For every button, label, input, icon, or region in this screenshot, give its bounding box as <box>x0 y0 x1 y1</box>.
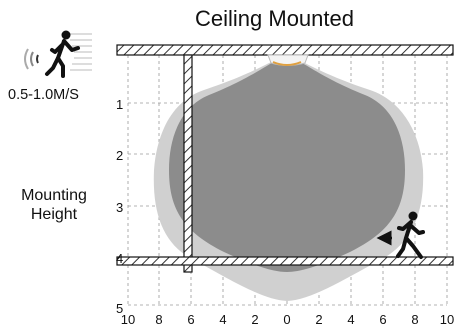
x-tick-7: 2 <box>315 312 322 327</box>
mounting-height-line-1: Mounting <box>21 187 87 204</box>
y-tick-1: 1 <box>116 97 123 112</box>
wall <box>183 54 193 273</box>
x-tick-9: 6 <box>379 312 386 327</box>
mounting-height-label: Mounting Height <box>8 186 100 224</box>
y-tick-5: 5 <box>116 301 123 316</box>
x-tick-10: 8 <box>411 312 418 327</box>
sensor-icon <box>267 54 309 66</box>
x-tick-11: 10 <box>440 312 454 327</box>
x-tick-5: 2 <box>251 312 258 327</box>
floor-bar <box>116 256 454 266</box>
diagram-title: Ceiling Mounted <box>195 6 354 31</box>
x-tick-8: 4 <box>347 312 354 327</box>
x-tick-3: 6 <box>187 312 194 327</box>
mounting-height-line-2: Height <box>30 206 78 223</box>
y-tick-3: 3 <box>116 200 123 215</box>
person-walking-left-icon <box>396 211 425 259</box>
sensor-lens <box>272 61 302 66</box>
ceiling-bar <box>116 44 454 56</box>
motion-person-walking-icon <box>24 30 92 78</box>
y-tick-4: 4 <box>116 251 123 266</box>
inner-detection-zone <box>169 57 405 272</box>
x-tick-1: 10 <box>121 312 135 327</box>
x-tick-2: 8 <box>155 312 162 327</box>
x-tick-4: 4 <box>219 312 226 327</box>
x-tick-6: 0 <box>283 312 290 327</box>
y-tick-2: 2 <box>116 148 123 163</box>
speed-label: 0.5-1.0M/S <box>8 87 79 103</box>
